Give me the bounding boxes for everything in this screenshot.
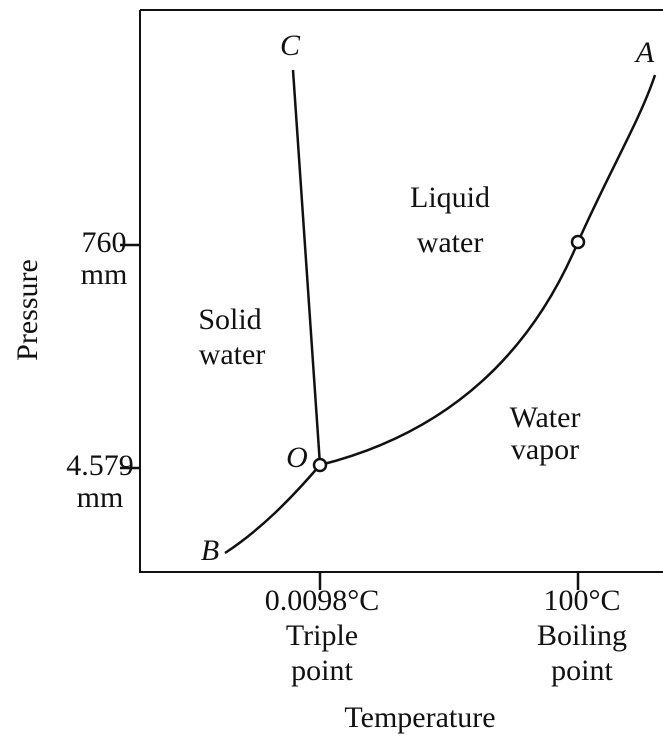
x-tick-label: 100°C [543,584,620,617]
region-label: Liquid [410,181,490,214]
y-tick-unit: mm [81,258,128,291]
sublimation-curve [224,464,321,555]
x-tick-caption: Boiling [537,619,627,652]
region-label: vapor [511,433,579,466]
x-tick-caption: point [551,654,613,687]
region-label: water [417,226,484,259]
fusion-curve [291,69,322,466]
vaporization-curve [319,74,657,467]
y-tick-label: 4.579 [66,449,134,482]
point-label: A [634,36,655,69]
point-label: B [201,534,219,567]
region-label: Solid [198,303,261,336]
y-tick-label: 760 [82,226,127,259]
y-axis-label: Pressure [11,259,44,361]
region-label: water [199,338,266,371]
point-label: C [280,29,301,62]
region-label: Water [510,401,581,434]
point-label: O [286,441,308,474]
y-tick-unit: mm [77,481,124,514]
boiling-point-marker [570,234,586,250]
x-tick-label: 0.0098°C [265,584,380,617]
x-tick-caption: point [291,654,353,687]
frame [139,9,663,573]
x-axis-label: Temperature [344,701,495,734]
x-tick-caption: Triple [286,619,358,652]
triple-point-marker [312,457,328,473]
